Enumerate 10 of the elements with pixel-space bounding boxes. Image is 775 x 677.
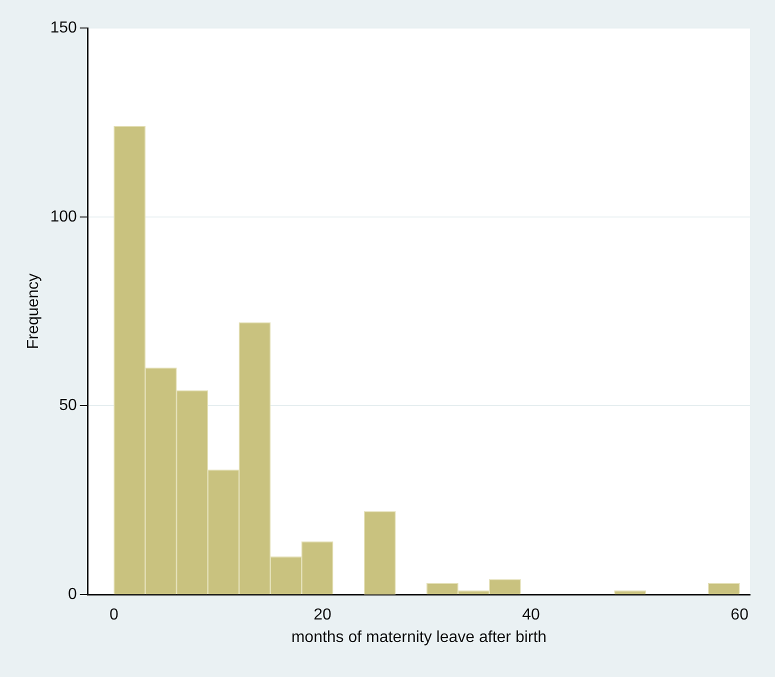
x-axis-title: months of maternity leave after birth bbox=[291, 628, 547, 646]
x-tick-label: 20 bbox=[314, 606, 332, 624]
x-tick-label: 0 bbox=[110, 606, 119, 624]
y-tick-label: 150 bbox=[50, 19, 77, 36]
y-tick-label: 0 bbox=[68, 586, 77, 604]
x-tick-label: 40 bbox=[522, 606, 540, 624]
x-tick-label: 60 bbox=[730, 606, 749, 624]
y-tick-label: 50 bbox=[59, 397, 77, 414]
y-tick-label: 100 bbox=[50, 208, 77, 226]
y-axis-title: Frequency bbox=[25, 274, 42, 350]
